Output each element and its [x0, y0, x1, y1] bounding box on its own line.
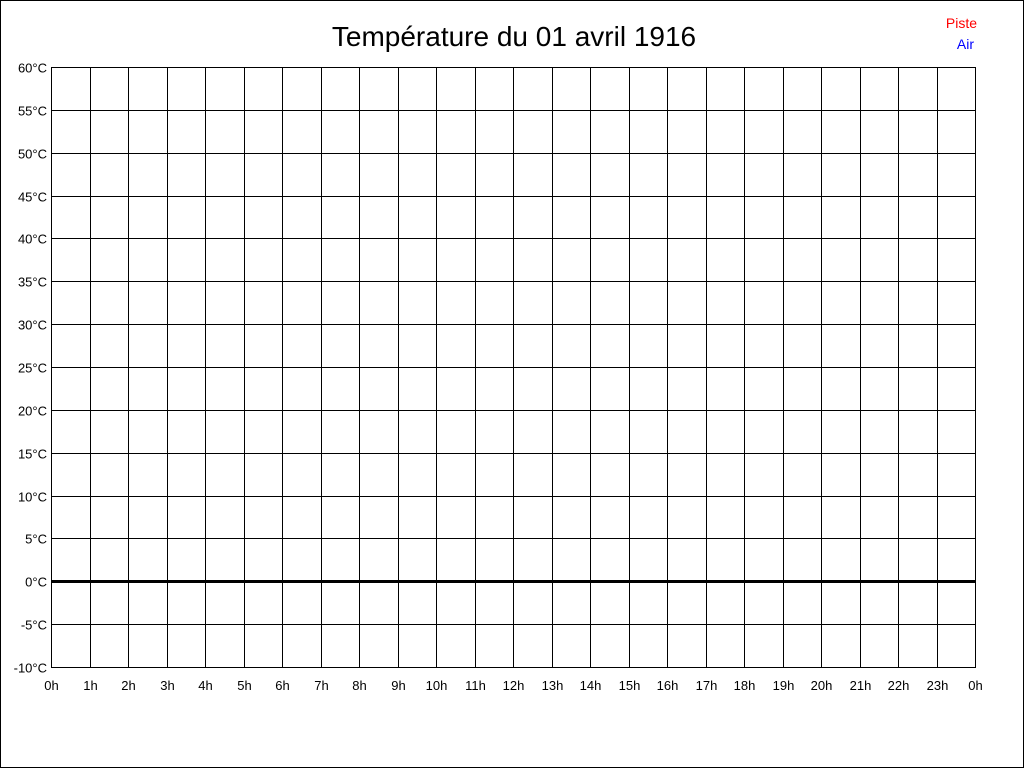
y-tick-label: 25°C	[18, 361, 47, 376]
legend-air: Air	[957, 36, 974, 52]
x-tick-label: 17h	[696, 678, 718, 693]
x-tick-label: 14h	[580, 678, 602, 693]
y-tick-label: 55°C	[18, 104, 47, 119]
x-tick-label: 4h	[198, 678, 212, 693]
y-tick-label: 40°C	[18, 232, 47, 247]
x-tick-label: 20h	[811, 678, 833, 693]
x-tick-label: 6h	[275, 678, 289, 693]
y-tick-label: 15°C	[18, 447, 47, 462]
x-tick-label: 0h	[968, 678, 982, 693]
y-tick-label: 30°C	[18, 318, 47, 333]
x-tick-label: 23h	[927, 678, 949, 693]
legend-piste: Piste	[946, 15, 977, 31]
y-axis: -10°C -5°C 0°C 5°C 10°C 15°C 20°C 25°C 30°C 35°C 4…	[14, 61, 47, 676]
x-tick-label: 1h	[83, 678, 97, 693]
x-tick-label: 21h	[850, 678, 872, 693]
x-tick-label: 13h	[542, 678, 564, 693]
x-tick-label: 2h	[121, 678, 135, 693]
x-tick-label: 16h	[657, 678, 679, 693]
y-tick-label: -5°C	[21, 618, 47, 633]
y-tick-label: 45°C	[18, 190, 47, 205]
x-tick-label: 0h	[44, 678, 58, 693]
x-tick-label: 11h	[465, 678, 486, 693]
x-tick-label: 9h	[391, 678, 405, 693]
x-tick-label: 22h	[888, 678, 910, 693]
chart-title: Température du 01 avril 1916	[332, 21, 696, 52]
x-tick-label: 3h	[160, 678, 174, 693]
x-axis: 0h 1h 2h 3h 4h 5h 6h 7h 8h 9h 10h 11h 12h 13h 14h 15h 16…	[44, 678, 982, 693]
y-tick-label: 35°C	[18, 275, 47, 290]
x-tick-label: 7h	[314, 678, 328, 693]
y-tick-label: 0°C	[25, 575, 47, 590]
x-tick-label: 19h	[773, 678, 795, 693]
x-tick-label: 10h	[426, 678, 448, 693]
y-tick-label: 5°C	[25, 532, 47, 547]
y-tick-label: 50°C	[18, 147, 47, 162]
x-tick-label: 5h	[237, 678, 251, 693]
x-tick-label: 8h	[352, 678, 366, 693]
x-tick-label: 15h	[619, 678, 641, 693]
y-tick-label: 60°C	[18, 61, 47, 76]
y-tick-label: 20°C	[18, 404, 47, 419]
grid	[51, 67, 976, 668]
x-tick-label: 18h	[734, 678, 756, 693]
y-tick-label: 10°C	[18, 490, 47, 505]
y-tick-label: -10°C	[14, 661, 47, 676]
x-tick-label: 12h	[503, 678, 525, 693]
